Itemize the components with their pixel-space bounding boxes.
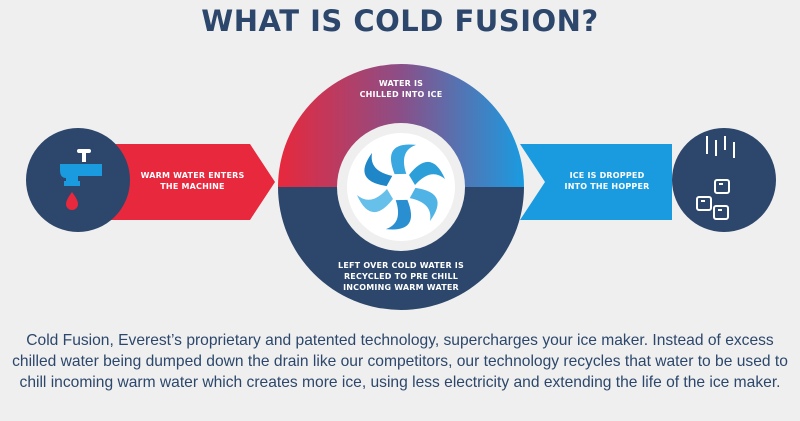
ice-dropped-arrow (520, 144, 672, 220)
chilled-label: WATER IS CHILLED INTO ICE (359, 79, 443, 99)
cold-fusion-diagram (26, 64, 776, 310)
description-text: Cold Fusion, Everest’s proprietary and p… (12, 332, 788, 391)
swirl-blade (364, 152, 393, 187)
ice-badge (672, 128, 776, 232)
page-title: WHAT IS COLD FUSION? (201, 4, 599, 38)
faucet-badge (26, 128, 130, 232)
swirl-blade (390, 144, 417, 175)
swirl-blade (357, 189, 393, 213)
swirl-icon (357, 144, 445, 230)
swirl-hub (391, 177, 411, 197)
swirl-blade (385, 199, 412, 230)
swirl-blade (409, 161, 445, 185)
warm-water-label: WARM WATER ENTERS THE MACHINE (140, 171, 245, 191)
dropped-label: ICE IS DROPPED INTO THE HOPPER (564, 171, 650, 191)
warm-water-arrow (95, 144, 275, 220)
ice-cubes-icon (696, 136, 735, 220)
recycled-label: LEFT OVER COLD WATER IS RECYCLED TO PRE … (338, 261, 464, 292)
faucet-icon (60, 149, 102, 210)
swirl-blade (409, 187, 438, 222)
